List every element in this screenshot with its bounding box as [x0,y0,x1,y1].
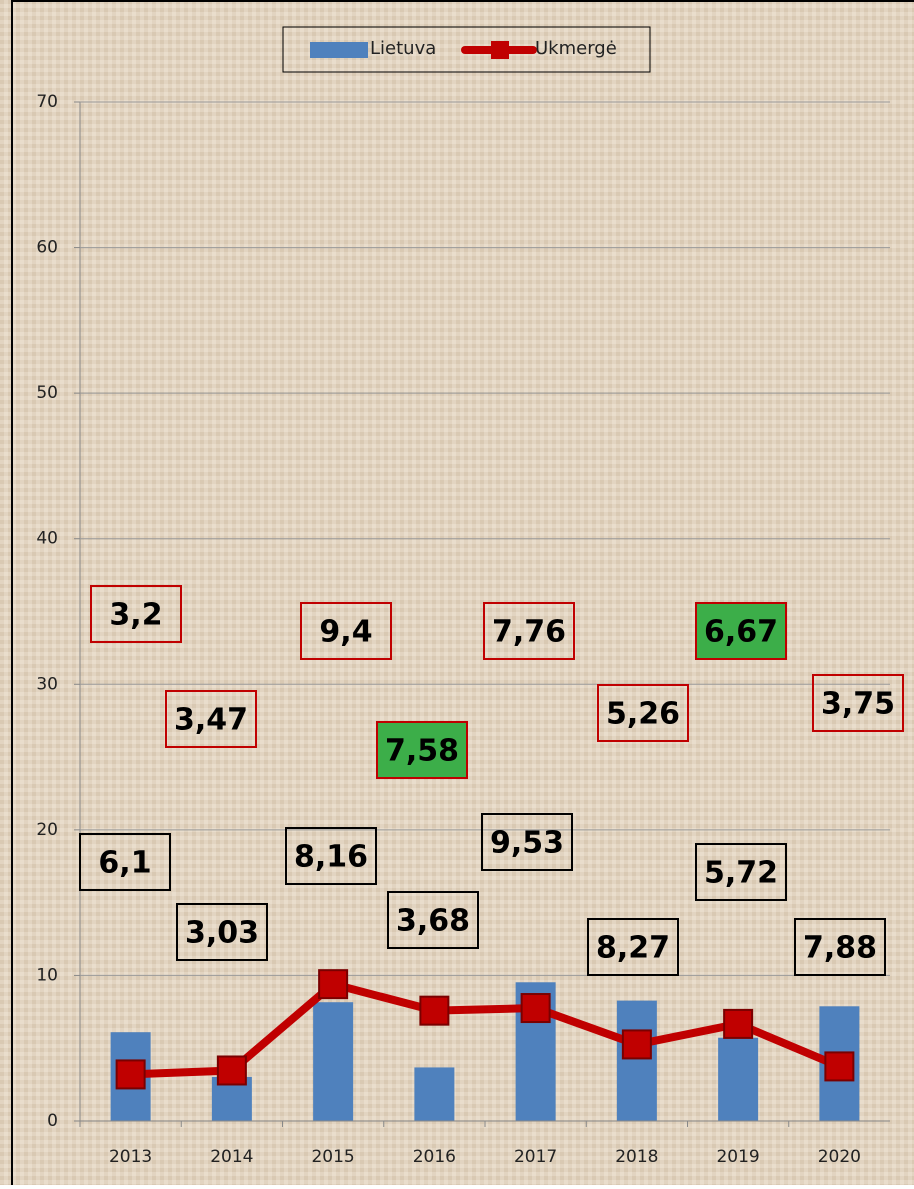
point-marker [621,1029,652,1060]
data-label: 9,4 [319,615,372,650]
data-label-box [812,674,904,732]
legend: Lietuva Ukmergė [282,26,651,73]
chart-border [11,0,914,1189]
point-marker [419,995,450,1026]
data-label-box [695,602,787,660]
y-tick-label: 50 [36,383,58,403]
data-label: 3,47 [174,703,248,738]
data-label: 6,1 [98,846,151,881]
data-label: 7,88 [803,931,877,966]
data-label-box [90,585,182,643]
data-label-box [794,918,886,976]
point-marker [216,1055,247,1086]
point-marker [520,993,551,1024]
data-label: 3,2 [109,598,162,633]
data-label: 5,26 [606,697,680,732]
x-tick-label: 2014 [210,1147,253,1167]
x-tick-label: 2013 [109,1147,152,1167]
data-label-box [483,602,575,660]
data-label-box [387,891,479,949]
data-label-box [300,602,392,660]
data-label: 7,58 [385,734,459,769]
data-label: 7,76 [492,615,566,650]
x-tick-label: 2018 [615,1147,658,1167]
x-tick-label: 2017 [514,1147,557,1167]
x-tick-label: 2016 [413,1147,456,1167]
data-label-box [285,827,377,885]
data-label-box [176,903,268,961]
data-label: 3,68 [396,904,470,939]
y-tick-label: 70 [36,92,58,112]
data-label: 6,67 [704,615,778,650]
data-label-box [597,684,689,742]
point-marker [824,1051,855,1082]
data-label: 3,75 [821,687,895,722]
y-tick-label: 20 [36,820,58,840]
line [130,980,841,1079]
legend-label: Lietuva [370,38,436,59]
point-marker [318,969,349,1000]
data-label-box [481,813,573,871]
y-tick-label: 0 [47,1111,58,1131]
data-label: 5,72 [704,856,778,891]
bar [313,1002,354,1121]
data-label: 8,27 [596,931,670,966]
data-label-box [165,690,257,748]
y-tick-label: 10 [36,965,58,985]
x-tick-label: 2015 [311,1147,354,1167]
data-label: 8,16 [294,840,368,875]
y-tick-label: 30 [36,674,58,694]
data-label-box [695,843,787,901]
data-label-box [79,833,171,891]
data-label-box [376,721,468,779]
point-marker [115,1059,146,1090]
legend-label: Ukmergė [535,38,617,59]
legend-box [282,26,651,73]
bar [718,1037,759,1121]
x-tick-label: 2019 [716,1147,759,1167]
y-tick-label: 60 [36,238,58,258]
x-tick-label: 2020 [818,1147,861,1167]
data-label-box [587,918,679,976]
data-label: 9,53 [490,826,564,861]
bar [616,1000,657,1121]
legend-marker [491,41,509,59]
data-label: 3,03 [185,916,259,951]
point-marker [723,1008,754,1039]
y-tick-label: 40 [36,529,58,549]
bar [414,1067,455,1121]
legend-swatch [310,42,368,58]
